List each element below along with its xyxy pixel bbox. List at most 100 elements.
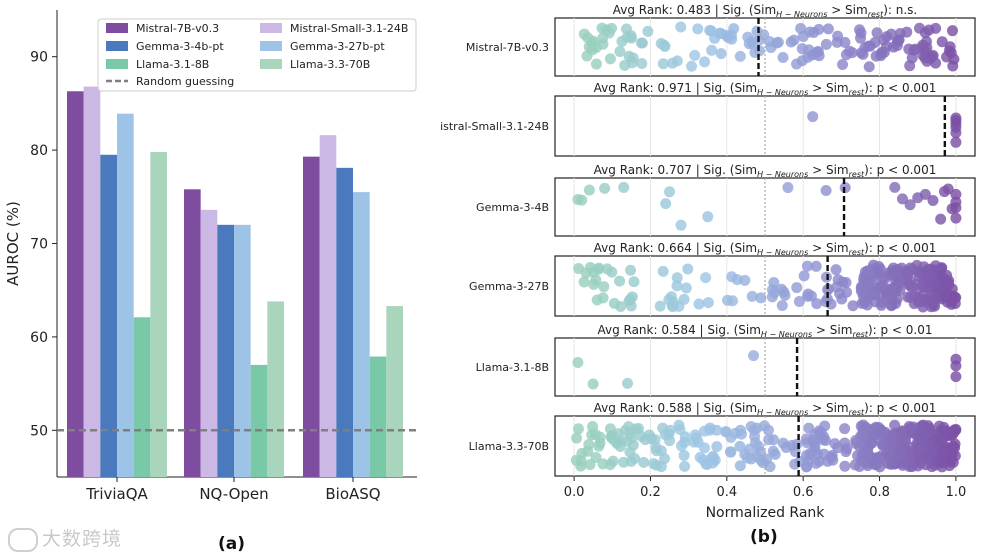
data-point [764, 461, 776, 473]
data-point [601, 263, 613, 275]
bar [319, 135, 337, 477]
bar [133, 317, 151, 477]
data-point [604, 53, 616, 65]
row-label: Mistral-Small-3.1-24B [440, 120, 549, 133]
data-point [671, 280, 683, 292]
y-tick-label: 50 [30, 423, 48, 439]
data-point [777, 51, 789, 63]
data-point [570, 454, 582, 466]
data-point [844, 45, 856, 57]
x-tick-label: 0.2 [640, 485, 661, 500]
data-point [945, 453, 957, 465]
data-point [583, 184, 595, 196]
data-point [619, 59, 631, 71]
data-point [932, 432, 944, 444]
row-title: Avg Rank: 0.664 | Sig. (SimH − Neurons >… [594, 241, 937, 257]
legend-swatch [260, 59, 282, 69]
data-point [870, 421, 882, 433]
data-point [796, 43, 808, 55]
data-point [839, 460, 851, 472]
bar [369, 356, 387, 477]
row-title: Avg Rank: 0.971 | Sig. (SimH − Neurons >… [594, 81, 937, 97]
data-point [950, 371, 962, 383]
bar [234, 224, 251, 477]
bar [386, 306, 403, 477]
data-point [793, 295, 805, 307]
data-point [936, 36, 948, 48]
data-point [591, 294, 603, 306]
data-point [630, 423, 642, 435]
data-point [657, 58, 669, 70]
data-point [739, 274, 751, 286]
data-point [673, 419, 685, 431]
data-point [917, 432, 929, 444]
data-point [675, 219, 687, 231]
data-point [950, 112, 962, 124]
data-point [903, 441, 915, 453]
y-tick-label: 90 [30, 50, 48, 66]
data-point [919, 27, 931, 39]
data-point [863, 279, 875, 291]
data-point [771, 37, 783, 49]
data-point [700, 272, 712, 284]
data-point [689, 49, 701, 61]
data-point [802, 288, 814, 300]
bar [200, 209, 218, 477]
x-tick-label: 0.4 [716, 485, 737, 500]
data-point [791, 282, 803, 294]
data-point [859, 296, 871, 308]
row-title-part: ): p < 0.001 [864, 241, 936, 255]
row-title-part: Avg Rank: 0.588 | Sig. (Sim [594, 401, 757, 415]
x-tick-label: NQ-Open [199, 485, 268, 503]
strip-row: Mistral-Small-3.1-24B Avg Rank: 0.971 | S… [440, 81, 976, 157]
data-point [746, 290, 758, 302]
data-point [803, 422, 815, 434]
data-point [748, 424, 760, 436]
data-point [699, 56, 711, 68]
data-point [857, 419, 869, 431]
row-title-part: > Sim [812, 323, 852, 337]
y-tick-label: 60 [30, 330, 48, 346]
data-point [831, 36, 843, 48]
data-point [664, 435, 676, 447]
x-tick-label: TriviaQA [85, 485, 148, 503]
data-point [701, 459, 713, 471]
legend-swatch [260, 23, 282, 33]
data-point [810, 260, 822, 272]
data-point [839, 437, 851, 449]
legend-label: Llama-3.3-70B [290, 58, 370, 71]
data-point [618, 456, 630, 468]
data-point [897, 459, 909, 471]
data-point [930, 260, 942, 272]
row-title-part: > Sim [827, 3, 867, 17]
data-point [874, 263, 886, 275]
data-point [638, 456, 650, 468]
data-point [894, 28, 906, 40]
data-point [629, 452, 641, 464]
data-point [636, 57, 648, 69]
data-point [678, 293, 690, 305]
data-point [642, 25, 654, 37]
data-point [894, 446, 906, 458]
data-point [950, 188, 962, 200]
data-point [593, 440, 605, 452]
bar [117, 113, 134, 477]
row-title-part: H − Neurons [757, 248, 808, 257]
data-point [706, 44, 718, 56]
data-point [748, 350, 760, 362]
data-point [946, 25, 958, 37]
data-point [618, 181, 630, 193]
x-tick-label: 0.8 [869, 485, 890, 500]
data-point [905, 291, 917, 303]
data-point [702, 211, 714, 223]
data-point [582, 445, 594, 457]
data-point [830, 264, 842, 276]
row-title-part: ): n.s. [883, 3, 917, 17]
data-point [820, 185, 832, 197]
data-point [950, 212, 962, 224]
data-point [913, 295, 925, 307]
data-point [889, 419, 901, 431]
data-point [837, 276, 849, 288]
data-point [692, 23, 704, 35]
data-point [839, 423, 851, 435]
